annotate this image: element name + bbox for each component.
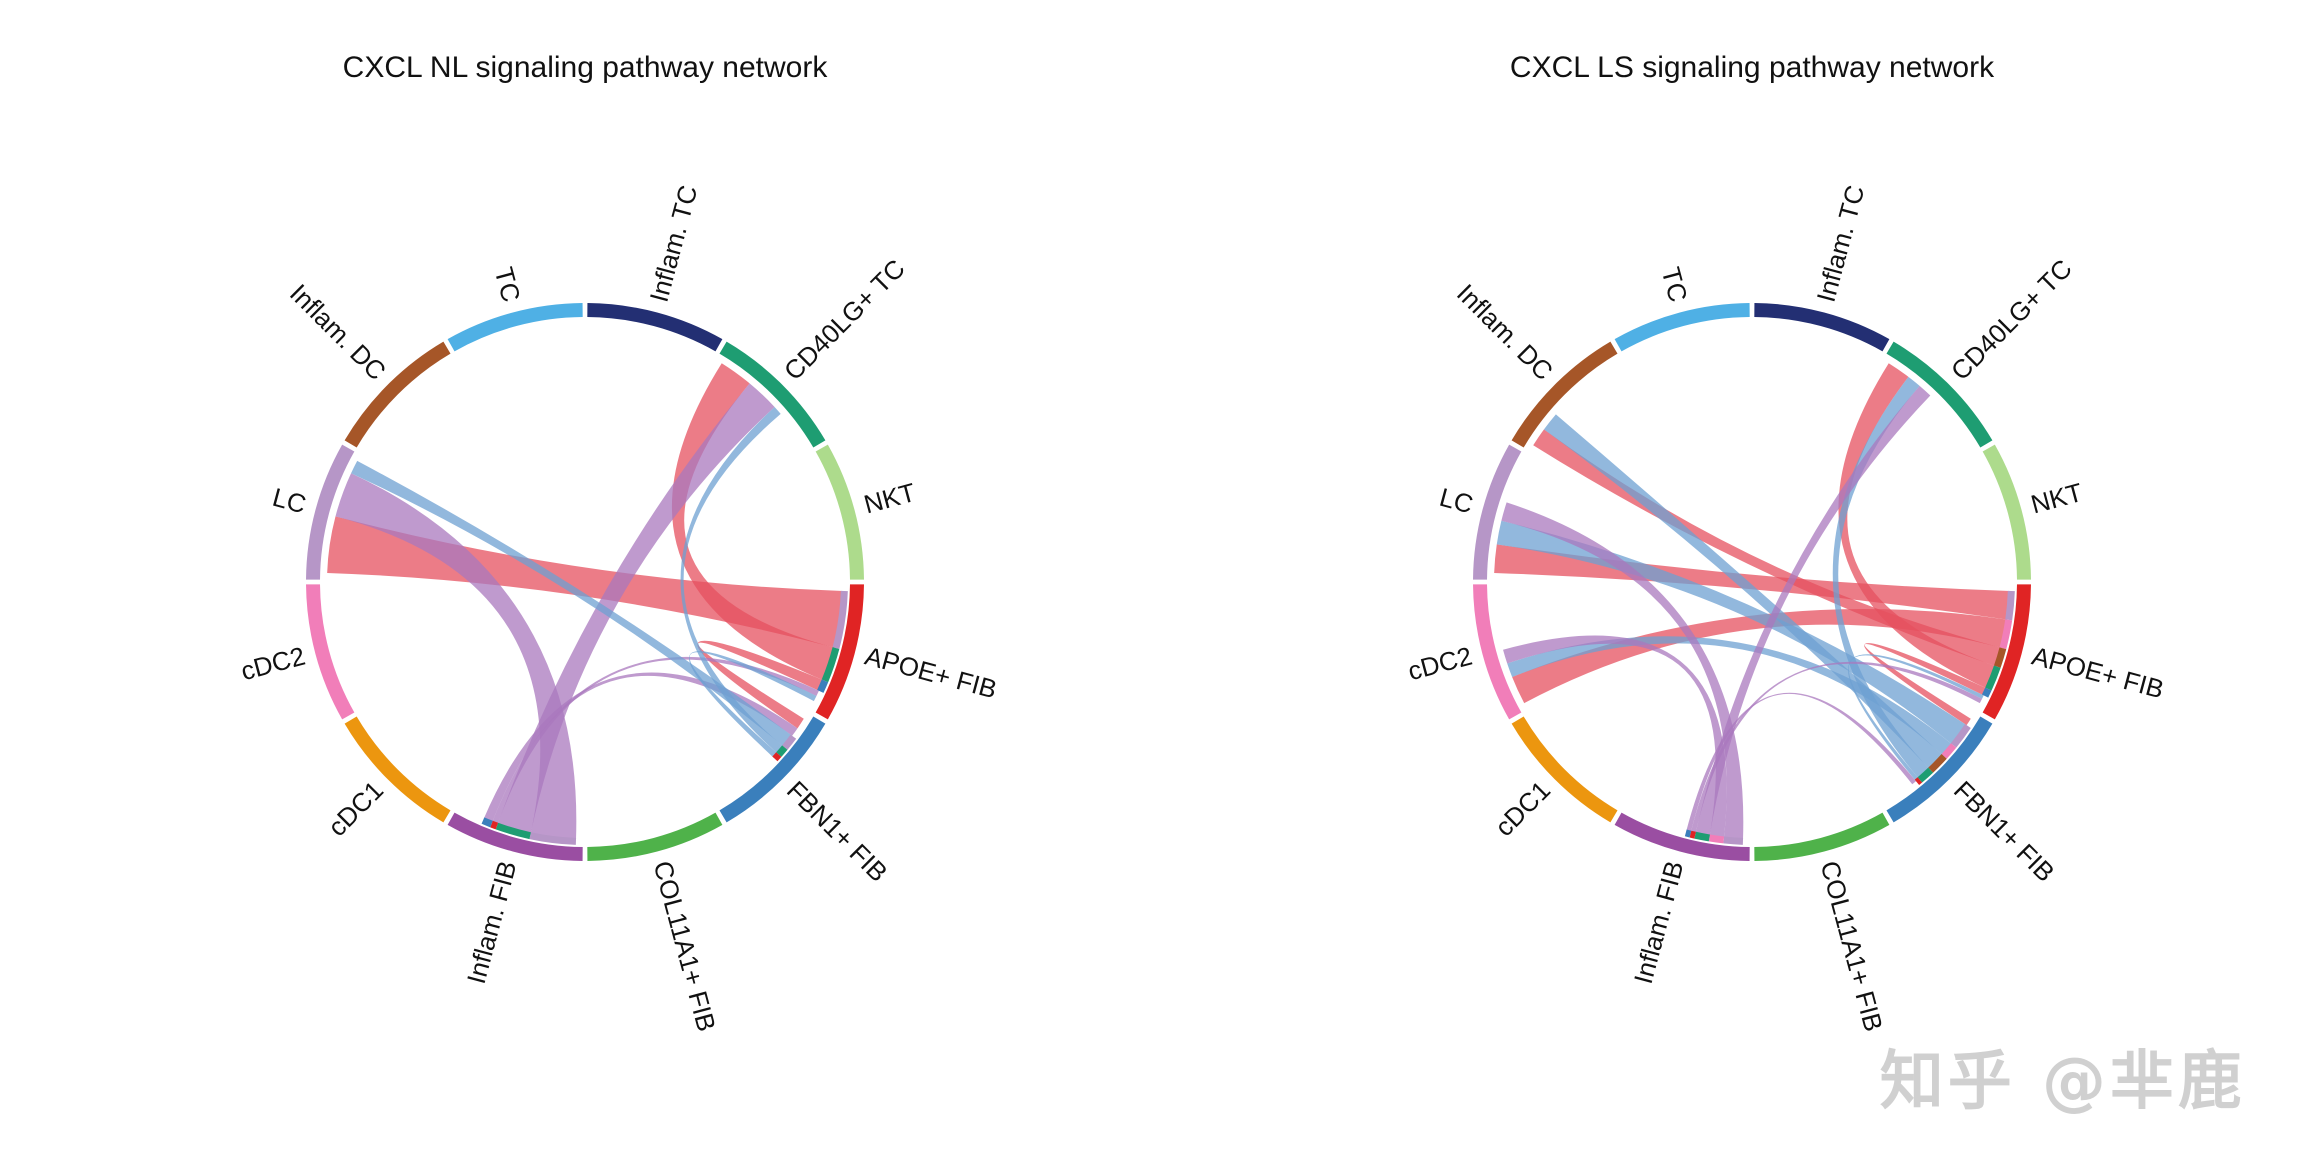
target-tick-apoe-fib-cd40lg-tc	[1985, 665, 2001, 691]
target-tick-inflam-fib-cdc2	[1708, 834, 1725, 844]
watermark-text: 知乎 @芈鹿	[1879, 1045, 2246, 1119]
sector-label-fbn1-fib: FBN1+ FIB	[1948, 775, 2061, 888]
sector-label-apoe-fib: APOE+ FIB	[862, 641, 1000, 705]
sector-arc-nkt	[815, 444, 864, 580]
target-tick-apoe-fib-fbn1-fib	[1981, 687, 1992, 698]
target-tick-inflam-fib-lc	[1723, 836, 1744, 845]
sector-arc-col11a1-fib	[587, 812, 723, 861]
target-tick-inflam-fib-apoe-fib	[490, 820, 499, 830]
chord-link-apoe-fib-to-cd40lg-tc	[1838, 363, 1996, 689]
target-tick-fbn1-fib-apoe-fib	[772, 752, 782, 762]
chart-title-ls: CXCL LS signaling pathway network	[1510, 51, 1995, 84]
target-tick-inflam-fib-fbn1-fib	[481, 817, 493, 828]
target-tick-fbn1-fib-lc	[1950, 724, 1971, 748]
sector-label-apoe-fib: APOE+ FIB	[2029, 641, 2167, 705]
chord-diagram-ls: Inflam. TC CD40LG+ TC NKT APOE+ FIB FBN1+ FI…	[1405, 182, 2167, 1035]
sector-label-cd40lg-tc: CD40LG+ TC	[1945, 253, 2078, 386]
chord-link-inflam-fib-to-lc	[1501, 502, 1744, 840]
chord-link-fbn1-fib-to-lc	[1496, 520, 1967, 745]
target-tick-apoe-fib-fbn1-fib	[817, 679, 829, 693]
chord-link-inflam-fib-to-cd40lg-tc	[497, 383, 775, 835]
sector-label-inflam-tc: Inflam. TC	[644, 182, 704, 305]
target-tick-fbn1-fib-cdc2	[1941, 743, 1957, 759]
target-tick-apoe-fib-lc	[832, 590, 848, 649]
chord-link-fbn1-fib-to-cd40lg-tc	[680, 407, 784, 754]
sector-arc-inflam-dc	[1511, 341, 1618, 448]
target-tick-inflam-fib-cd40lg-tc	[495, 822, 531, 840]
sector-arc-fbn1-fib	[719, 716, 826, 823]
chord-link-apoe-fib-to-fbn1-fib	[1864, 643, 1987, 726]
sector-label-fbn1-fib: FBN1+ FIB	[781, 775, 894, 888]
sector-arc-apoe-fib	[1982, 584, 2031, 720]
sector-arc-inflam-tc	[1754, 303, 1890, 352]
sector-arc-inflam-dc	[344, 341, 451, 448]
sector-arc-nkt	[1982, 444, 2031, 580]
target-tick-fbn1-fib-lc	[782, 734, 797, 750]
sector-arc-inflam-tc	[587, 303, 723, 352]
sector-label-col11a1-fib: COL11A1+ FIB	[648, 858, 722, 1035]
chord-link-apoe-fib-to-cd40lg-tc	[671, 363, 835, 681]
sector-label-cdc2: cDC2	[1405, 641, 1476, 687]
sector-label-nkt: NKT	[861, 477, 919, 519]
target-tick-inflam-fib-fbn1-fib	[1684, 829, 1692, 838]
chord-link-apoe-fib-to-fbn1-fib	[697, 640, 824, 729]
chart-title-nl: CXCL NL signaling pathway network	[343, 51, 829, 84]
chord-link-apoe-fib-to-cdc2	[1512, 608, 2008, 704]
target-tick-inflam-fib-lc	[529, 832, 577, 845]
chord-link-fbn1-fib-to-apoe-fib	[688, 651, 817, 758]
sector-arc-tc	[447, 303, 583, 352]
chord-diagram-nl: Inflam. TC CD40LG+ TC NKT APOE+ FIB FBN1+ FI…	[238, 182, 1000, 1035]
target-tick-apoe-fib-inflam-dc	[1993, 647, 2007, 668]
sector-label-inflam-dc: Inflam. DC	[284, 278, 392, 386]
sector-label-tc: TC	[1656, 264, 1694, 305]
target-tick-fbn1-fib-apoe-fib	[1914, 777, 1923, 786]
sector-arc-lc	[306, 444, 355, 580]
sector-label-lc: LC	[1436, 482, 1476, 520]
sector-arc-cdc1	[1511, 716, 1618, 823]
sector-arc-lc	[1473, 444, 1522, 580]
chord-link-inflam-fib-to-fbn1-fib	[483, 672, 798, 823]
sector-label-col11a1-fib: COL11A1+ FIB	[1815, 858, 1889, 1035]
sector-arc-cdc1	[344, 716, 451, 823]
chord-link-apoe-fib-to-inflam-dc	[1533, 429, 2002, 667]
chord-link-fbn1-fib-to-lc	[351, 460, 793, 747]
target-tick-apoe-fib-cd40lg-tc	[821, 647, 840, 683]
sector-arc-cdc2	[306, 584, 355, 720]
sector-arc-col11a1-fib	[1754, 812, 1890, 861]
target-tick-inflam-fib-cd40lg-tc	[1694, 831, 1710, 842]
sector-label-tc: TC	[489, 264, 527, 305]
target-tick-fbn1-fib-cd40lg-tc	[1917, 767, 1934, 783]
chord-link-inflam-fib-to-lc	[335, 473, 577, 840]
sector-arc-cdc2	[1473, 584, 1522, 720]
sector-label-cdc2: cDC2	[238, 641, 309, 687]
target-tick-fbn1-fib-inflam-dc	[1928, 754, 1947, 773]
sector-label-inflam-tc: Inflam. TC	[1811, 182, 1871, 305]
sector-label-inflam-fib: Inflam. FIB	[1628, 858, 1690, 987]
sector-arc-cd40lg-tc	[719, 341, 826, 448]
sector-arc-inflam-fib	[1614, 812, 1750, 861]
chord-link-fbn1-fib-to-inflam-dc	[1543, 414, 1944, 770]
target-tick-fbn1-fib-cd40lg-tc	[776, 745, 788, 757]
target-tick-apoe-fib-cdc2	[1999, 619, 2013, 650]
sector-arc-cd40lg-tc	[1886, 341, 1993, 448]
sector-label-inflam-dc: Inflam. DC	[1451, 278, 1559, 386]
sector-label-lc: LC	[269, 482, 309, 520]
sector-label-inflam-fib: Inflam. FIB	[461, 858, 523, 987]
sector-arc-tc	[1614, 303, 1750, 352]
sector-label-nkt: NKT	[2028, 477, 2086, 519]
sector-label-cdc1: cDC1	[1489, 775, 1556, 842]
chord-link-inflam-fib-to-cdc2	[1503, 635, 1727, 839]
sector-label-cd40lg-tc: CD40LG+ TC	[778, 253, 911, 386]
sector-arc-inflam-fib	[447, 812, 583, 861]
sector-arc-fbn1-fib	[1886, 716, 1993, 823]
sector-arc-apoe-fib	[815, 584, 864, 720]
sector-label-cdc1: cDC1	[322, 775, 389, 842]
target-tick-apoe-fib-lc	[2005, 590, 2015, 621]
target-tick-inflam-fib-apoe-fib	[1689, 830, 1696, 839]
